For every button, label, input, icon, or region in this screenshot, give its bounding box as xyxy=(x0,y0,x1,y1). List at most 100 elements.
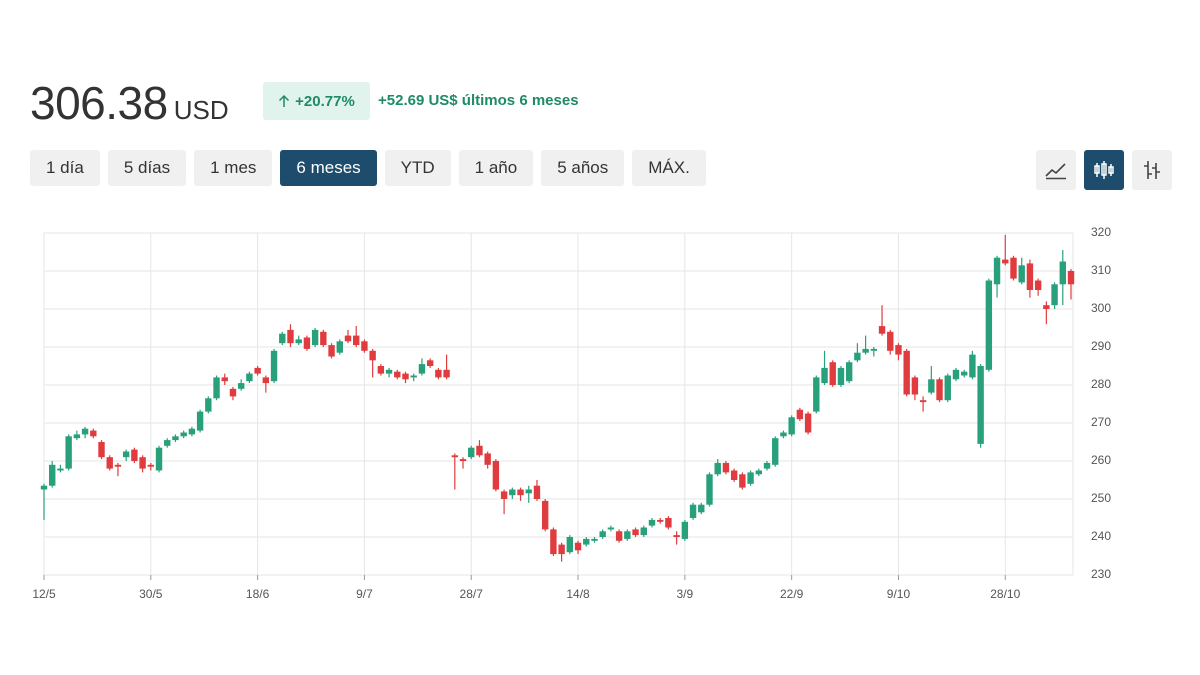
x-tick-label: 14/8 xyxy=(566,587,590,601)
price: 306.38 xyxy=(30,77,168,129)
x-tick-label: 9/7 xyxy=(356,587,373,601)
range-button[interactable]: 1 mes xyxy=(194,150,273,186)
candle-body xyxy=(977,366,984,444)
currency: USD xyxy=(173,95,229,125)
candle-body xyxy=(57,468,64,471)
candle-body xyxy=(114,464,122,467)
candle-body xyxy=(81,428,89,435)
candle-body xyxy=(262,377,270,384)
candle-body xyxy=(969,354,976,378)
change-badge: +20.77% xyxy=(263,82,370,120)
candle-body xyxy=(706,474,713,505)
candle-body xyxy=(887,331,894,351)
candle-body xyxy=(205,398,212,412)
candle-body xyxy=(870,348,878,351)
candle-body xyxy=(517,489,524,496)
candle-body xyxy=(443,369,450,378)
candle-body xyxy=(747,472,754,484)
candle-body xyxy=(435,369,442,378)
candle-body xyxy=(311,329,319,346)
candle-body xyxy=(960,371,968,376)
candle-body xyxy=(254,367,261,374)
candle-body xyxy=(410,375,417,378)
candle-body xyxy=(459,459,467,461)
x-tick-label: 22/9 xyxy=(780,587,804,601)
candle-body xyxy=(541,500,549,530)
candle-body xyxy=(98,442,105,458)
range-button[interactable]: 5 años xyxy=(541,150,625,186)
candle-body xyxy=(689,504,697,518)
candle-body xyxy=(1067,271,1075,285)
candle-body xyxy=(607,527,615,530)
y-tick-label: 320 xyxy=(1091,225,1111,239)
candle-body xyxy=(722,462,730,473)
candle-body xyxy=(1026,263,1034,290)
range-buttons: 1 día 5 días 1 mes 6 meses YTD 1 año 5 años MÁX… xyxy=(30,150,706,186)
y-tick-label: 290 xyxy=(1091,339,1111,353)
candle-body xyxy=(558,544,565,555)
candle-chart-button[interactable] xyxy=(1084,150,1124,190)
candle-body xyxy=(714,462,721,475)
candle-body xyxy=(353,335,360,346)
candle-body xyxy=(854,352,861,361)
candle-body xyxy=(361,341,368,351)
range-button[interactable]: MÁX. xyxy=(632,150,706,186)
candle-body xyxy=(788,417,795,435)
candle-body xyxy=(804,413,812,433)
candle-body xyxy=(525,489,532,494)
candle-body xyxy=(739,474,746,488)
candle-body xyxy=(90,430,97,437)
candle-body xyxy=(369,350,376,361)
candle-body xyxy=(139,457,146,469)
x-tick-label: 28/7 xyxy=(460,587,484,601)
candle-body xyxy=(492,461,500,490)
candle-body xyxy=(65,436,72,469)
change-absolute: +52.69 US$ últimos 6 meses xyxy=(378,92,579,109)
candle-body xyxy=(730,470,738,480)
candle-body xyxy=(328,345,335,357)
candle-body xyxy=(574,542,582,551)
candle-body xyxy=(451,455,458,458)
ohlc-chart-button[interactable] xyxy=(1132,150,1172,190)
candle-body xyxy=(131,449,138,461)
candle-body xyxy=(237,383,245,389)
range-button[interactable]: 6 meses xyxy=(280,150,377,186)
candle-body xyxy=(566,537,574,553)
candle-body xyxy=(772,438,779,465)
candle-body xyxy=(640,527,647,536)
candle-body xyxy=(73,434,81,439)
candle-body xyxy=(985,280,993,370)
candle-body xyxy=(385,369,393,374)
candle-body xyxy=(928,379,935,393)
candle-body xyxy=(270,350,278,382)
range-button[interactable]: 1 año xyxy=(458,150,534,186)
chart-type-buttons xyxy=(1036,150,1172,190)
candle-body xyxy=(468,447,475,458)
range-button[interactable]: 1 día xyxy=(30,150,100,186)
candle-body xyxy=(845,362,853,382)
candle-body xyxy=(49,464,56,486)
range-button[interactable]: 5 días xyxy=(107,150,187,186)
candle-body xyxy=(394,371,401,378)
candle-body xyxy=(821,367,828,384)
candle-body xyxy=(402,373,409,380)
candle-body xyxy=(952,369,960,380)
up-arrow xyxy=(279,94,290,107)
x-tick-label: 30/5 xyxy=(139,587,163,601)
line-chart-button[interactable] xyxy=(1036,150,1076,190)
candle-body xyxy=(780,432,787,437)
candle-body xyxy=(648,519,656,526)
candle-body xyxy=(155,447,163,471)
candle-body xyxy=(476,445,483,456)
candle-body xyxy=(40,485,48,490)
candle-body xyxy=(213,377,220,399)
candle-body xyxy=(320,331,327,346)
candle-body xyxy=(509,489,516,496)
candle-body xyxy=(1018,265,1025,283)
candle-body xyxy=(837,367,845,385)
candle-body xyxy=(1002,259,1009,264)
range-button[interactable]: YTD xyxy=(384,150,451,186)
candle-body xyxy=(164,440,171,446)
candle-body xyxy=(106,457,113,469)
